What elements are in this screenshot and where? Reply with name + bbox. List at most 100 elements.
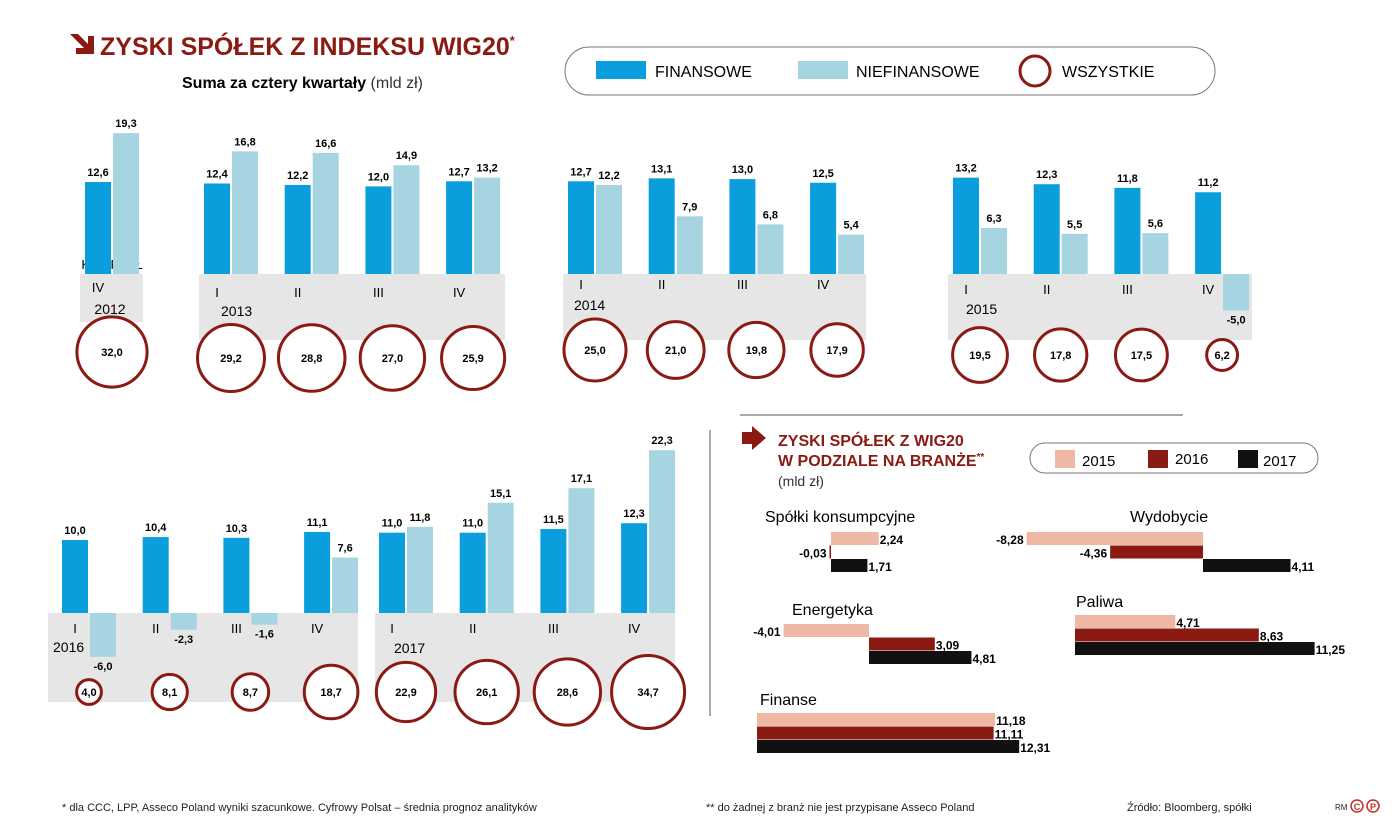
sector-name: Paliwa [1076,594,1123,611]
total-circle [1033,327,1089,383]
bar-label: -4,01 [753,625,781,639]
sector-title-1: ZYSKI SPÓŁEK Z WIG20 [778,431,964,450]
legend-swatch-2017 [1238,450,1258,468]
bar-label-fin: 12,7 [570,166,591,178]
sector-paliwa: Paliwa 4,71 8,63 11,25 [1075,594,1345,657]
bar-fin [1033,184,1060,274]
quarter-label: I [964,282,968,297]
legend-swatch-2015 [1055,450,1075,468]
bar-fin [379,532,405,613]
total-label: 28,6 [557,687,578,699]
bar-label-nonfin: -2,3 [174,634,193,646]
total-label: 4,0 [81,687,96,699]
bar-nonfin [113,133,139,274]
year-label: 2016 [53,639,84,655]
total-label: 25,0 [584,345,605,357]
bar-fin [953,177,979,274]
bar-label: 3,09 [936,639,960,653]
year-label: 2014 [574,297,605,313]
bar-label: -0,03 [799,547,827,561]
year-group-2016: 2016 10,0 -6,0 I 4,0 10,4 -2,3 II 8,1 10,3 -1,6 III… [48,517,360,721]
bar-2016 [829,545,831,559]
bar-label-fin: 10,3 [226,523,247,535]
bar-label-nonfin: 11,8 [410,512,431,524]
quarter-label: III [737,277,748,292]
arrow-down-right-icon [70,34,94,54]
footer: * dla CCC, LPP, Asseco Poland wyniki sza… [62,799,1380,814]
bar-label-fin: 13,0 [732,164,753,176]
bar-2016 [1075,628,1259,642]
total-label: 19,5 [969,350,990,362]
bar-label-nonfin: 6,8 [763,209,778,221]
bar-label-fin: 11,0 [382,518,403,530]
total-label: 19,8 [746,345,767,357]
arrow-right-icon [742,426,766,450]
year-label: 2017 [394,640,425,656]
total-label: 22,9 [395,687,416,699]
bar-label-nonfin: 7,9 [682,201,697,213]
bar-label-fin: 12,3 [1036,169,1057,181]
legend-label-2015: 2015 [1082,453,1115,470]
bar-label: -4,36 [1080,547,1108,561]
bar-nonfin [757,224,784,274]
bar-label: -8,28 [996,533,1024,547]
bar-2015 [757,713,996,726]
sector-name: Spółki konsumpcyjne [765,509,915,526]
bar-label-fin: 11,2 [1198,177,1219,189]
bar-label-nonfin: 12,2 [598,170,619,182]
bar-label: 1,71 [868,560,892,574]
bar-nonfin [232,151,258,274]
legend-label-fin: FINANSOWE [655,64,752,81]
quarter-label: III [373,285,384,300]
bar-label-fin: 12,6 [87,167,108,179]
quarter-label: III [231,621,242,636]
total-label: 25,9 [462,353,483,365]
bar-fin [204,183,230,274]
quarterly-chart: 2012 12,6 19,3 IV 32,0 2013 12,4 16,8 I 29,2 12,2 1… [48,118,1252,731]
total-circle [374,660,438,724]
bar-label-nonfin: 16,8 [234,136,255,148]
bar-label: 4,11 [1292,560,1315,574]
total-label: 26,1 [476,687,497,699]
bar-2017 [1075,642,1315,655]
bar-fin [62,540,88,613]
total-circle [610,653,687,731]
quarter-label: III [548,621,559,636]
bar-label-nonfin: 6,3 [986,213,1001,225]
bar-nonfin [312,152,339,274]
total-circle [195,322,267,394]
year-group-2015: 2015 13,2 6,3 I 19,5 12,3 5,5 II 17,8 11,8 5,6 III 1… [948,163,1252,384]
bar-label-nonfin: 5,5 [1067,219,1082,231]
total-circle [562,317,628,383]
bar-label-fin: 12,2 [287,170,308,182]
quarter-label: III [1122,282,1133,297]
bar-label: 2,24 [880,533,904,547]
bar-label-fin: 11,5 [543,514,564,526]
total-circle [809,322,865,378]
bar-label-fin: 11,0 [462,518,483,530]
bar-2016 [869,637,935,651]
bar-2016 [757,726,994,740]
quarter-label: II [658,277,665,292]
legend-swatch-total [1018,54,1052,88]
bar-nonfin [838,234,865,274]
total-label: 8,7 [243,687,258,699]
bar-2017 [1203,559,1291,572]
footnote-2: ** do żadnej z branż nie jest przypisane… [706,802,974,814]
bar-2015 [831,532,879,545]
sector-energetyka: Energetyka -4,01 3,09 4,81 [753,602,996,666]
legend: FINANSOWE NIEFINANSOWE WSZYSTKIE [564,46,1216,96]
legend-label-2016: 2016 [1175,451,1208,468]
sector-chart: Spółki konsumpcyjne 2,24 -0,03 1,71 Wydobyci… [753,509,1345,755]
total-label: 17,9 [826,345,847,357]
bar-label-nonfin: 13,2 [476,163,497,175]
total-circle [645,320,706,380]
bar-fin [284,184,311,274]
bar-label: 12,31 [1020,741,1050,755]
total-circle [230,672,271,712]
quarter-label: IV [311,621,324,636]
bar-label-nonfin: -6,0 [94,661,113,673]
total-label: 28,8 [301,353,322,365]
bar-label-nonfin: 7,6 [337,543,352,555]
